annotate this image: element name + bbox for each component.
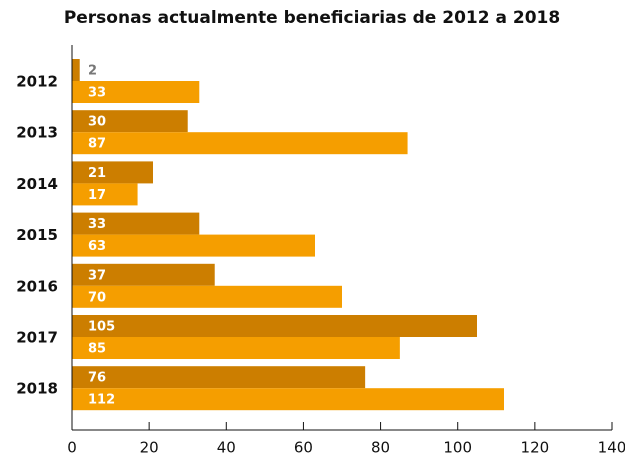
bar [72,59,80,81]
x-tick-label: 140 [598,439,625,457]
value-label: 33 [88,217,106,232]
x-tick-label: 100 [443,439,472,457]
value-label: 17 [88,188,106,203]
value-label: 37 [88,268,106,283]
value-label: 76 [88,371,106,386]
bar [72,132,408,155]
bar [72,212,200,235]
bar [72,161,153,184]
bar [72,234,315,257]
x-tick-label: 40 [217,439,236,457]
y-tick-label: 2016 [16,277,58,295]
value-label: 2 [88,64,97,79]
value-label: 87 [88,137,106,152]
y-tick-label: 2017 [16,329,58,347]
bar [72,285,342,308]
bar [72,110,188,133]
y-tick-label: 2014 [16,175,58,193]
y-tick-label: 2018 [16,380,58,398]
bar [72,81,200,103]
value-label: 85 [88,342,106,357]
bar [72,183,138,206]
bar [72,388,504,411]
value-label: 21 [88,166,106,181]
value-label: 105 [88,320,115,335]
bar [72,263,215,286]
y-tick-label: 2013 [16,124,58,142]
bar [72,337,400,359]
bar [72,315,477,337]
x-tick-label: 20 [140,439,159,457]
y-tick-label: 2012 [16,73,58,91]
chart-title: Personas actualmente beneficiarias de 20… [64,8,560,28]
bar [72,366,366,389]
x-tick-label: 80 [371,439,390,457]
x-tick-label: 120 [521,439,550,457]
x-tick-label: 60 [294,439,313,457]
y-tick-label: 2015 [16,226,58,244]
value-label: 70 [88,290,106,305]
x-tick-label: 0 [67,439,77,457]
value-label: 30 [88,115,106,130]
value-label: 33 [88,86,106,101]
value-label: 112 [88,393,115,408]
value-label: 63 [88,239,106,254]
